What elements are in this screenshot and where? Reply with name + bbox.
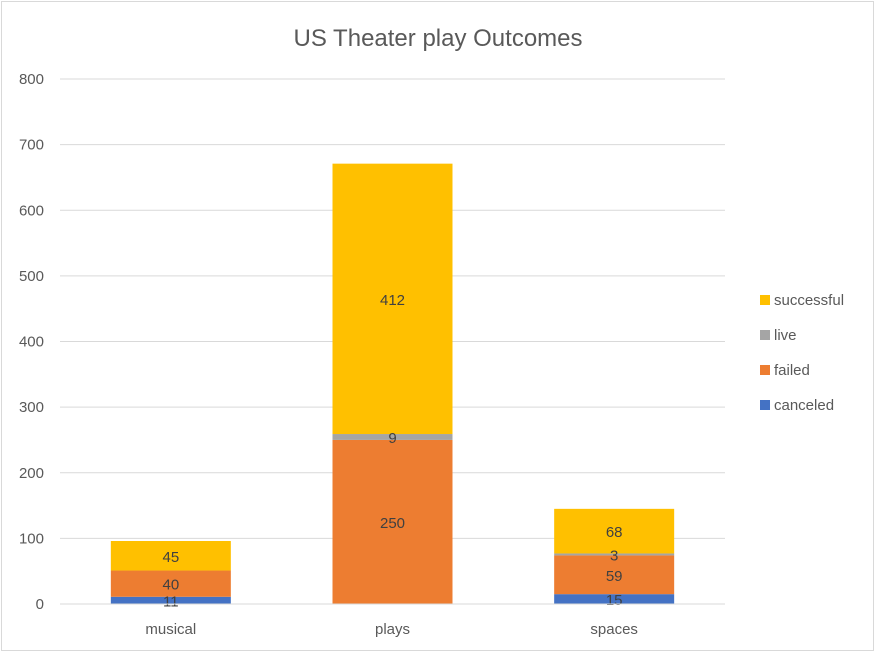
data-label-failed: 40 (162, 577, 179, 594)
bars (110, 163, 675, 604)
data-label-successful: 68 (606, 524, 623, 541)
y-tick-label: 600 (19, 202, 44, 219)
legend-label-live: live (774, 327, 797, 344)
y-tick-label: 500 (19, 268, 44, 285)
x-axis: musical plays spaces (60, 603, 725, 638)
bar-segment-successful (554, 508, 675, 554)
data-label-failed: 250 (380, 515, 405, 532)
y-tick-label: 800 (19, 71, 44, 88)
data-label-successful: 45 (162, 549, 179, 566)
legend-swatch-failed (760, 365, 770, 375)
data-label-live: 9 (388, 430, 396, 447)
y-tick-label: 200 (19, 465, 44, 482)
x-tick-label: plays (375, 621, 410, 638)
data-label-failed: 59 (606, 568, 623, 585)
data-label-live: 3 (610, 547, 618, 564)
legend-swatch-live (760, 330, 770, 340)
y-tick-label: 700 (19, 137, 44, 154)
legend-label-successful: successful (774, 292, 844, 309)
chart-title: US Theater play Outcomes (293, 25, 582, 52)
bar-segment-live (332, 434, 453, 440)
y-tick-label: 400 (19, 334, 44, 351)
bar-segment-failed (110, 570, 231, 597)
bar-segment-canceled (110, 596, 231, 604)
bar-segment-failed (332, 439, 453, 604)
legend: successful live failed canceled (760, 292, 844, 414)
data-label-canceled: 15 (606, 592, 623, 609)
bar-segment-canceled (554, 594, 675, 604)
data-label-successful: 412 (380, 292, 405, 309)
legend-label-failed: failed (774, 362, 810, 379)
y-tick-label: 0 (36, 596, 44, 613)
y-tick-label: 100 (19, 530, 44, 547)
legend-label-canceled: canceled (774, 397, 834, 414)
y-axis: 0 100 200 300 400 500 600 700 800 (19, 71, 44, 613)
legend-swatch-canceled (760, 400, 770, 410)
x-tick-label: spaces (590, 621, 638, 638)
data-label-canceled: 11 (163, 593, 179, 610)
bar-segment-successful (110, 541, 231, 571)
legend-swatch-successful (760, 295, 770, 305)
bar-segment-successful (332, 163, 453, 435)
bar-segment-live (554, 553, 675, 556)
y-tick-label: 300 (19, 399, 44, 416)
bar-segment-failed (554, 555, 675, 595)
x-tick-label: musical (145, 621, 196, 638)
